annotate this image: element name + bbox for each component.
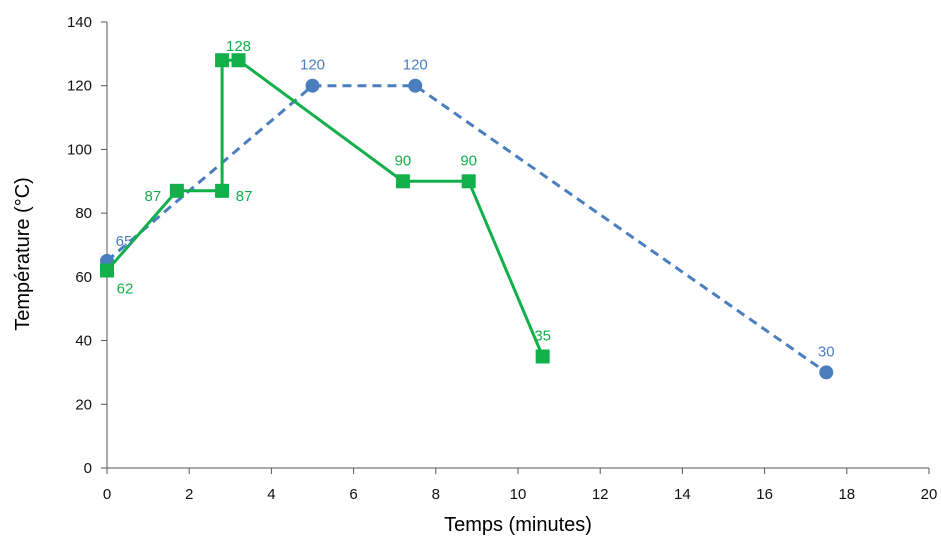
data-point-square	[535, 349, 550, 364]
data-point-square	[461, 174, 476, 189]
x-tick-label: 8	[432, 486, 440, 503]
data-point-square	[100, 263, 114, 278]
data-label: 90	[395, 152, 412, 169]
x-tick-label: 4	[267, 486, 275, 503]
y-tick-label: 80	[75, 205, 92, 222]
data-point-square	[231, 53, 246, 68]
x-tick-label: 18	[838, 486, 855, 503]
data-point-circle	[819, 365, 834, 380]
data-label: 120	[403, 57, 428, 74]
y-tick-label: 0	[84, 460, 92, 477]
data-point-square	[215, 53, 230, 68]
data-point-square	[215, 183, 230, 198]
data-point-square	[395, 174, 410, 189]
data-label: 87	[145, 188, 162, 205]
series-2	[100, 78, 834, 380]
x-axis-title: Temps (minutes)	[444, 514, 592, 536]
y-tick-label: 100	[67, 141, 92, 158]
data-point-square	[169, 183, 184, 198]
data-label: 120	[300, 57, 325, 74]
x-tick-label: 14	[674, 486, 691, 503]
data-label: 65	[116, 233, 133, 250]
y-tick-label: 60	[75, 269, 92, 286]
data-label: 62	[117, 280, 134, 297]
data-point-circle	[408, 78, 423, 93]
axes: 0 2 4 6 8 10 12 14 16 18 20 0 20 40 60 80 100 120 140	[67, 14, 937, 503]
data-label: 128	[226, 38, 251, 55]
y-tick-label: 120	[67, 78, 92, 95]
x-tick-label: 10	[510, 486, 527, 503]
data-label: 35	[534, 328, 551, 345]
x-tick-label: 0	[103, 486, 111, 503]
y-tick-label: 140	[67, 14, 92, 31]
x-tick-label: 16	[756, 486, 773, 503]
data-label: 90	[460, 152, 477, 169]
x-tick-label: 20	[921, 486, 938, 503]
y-tick-label: 40	[75, 333, 92, 350]
series-layer	[100, 53, 834, 380]
series-1	[100, 53, 550, 364]
series-line	[106, 84, 828, 374]
data-labels: 65 120 120 30 62 87 87 128 90 90 35	[116, 38, 835, 360]
data-point-circle	[305, 78, 320, 93]
x-tick-label: 12	[592, 486, 609, 503]
series-line	[105, 58, 545, 358]
data-label: 30	[818, 343, 835, 360]
data-label: 87	[236, 188, 253, 205]
x-tick-label: 2	[185, 486, 193, 503]
y-axis-title: Température (°C)	[12, 177, 34, 331]
x-tick-label: 6	[349, 486, 357, 503]
y-tick-label: 20	[75, 396, 92, 413]
